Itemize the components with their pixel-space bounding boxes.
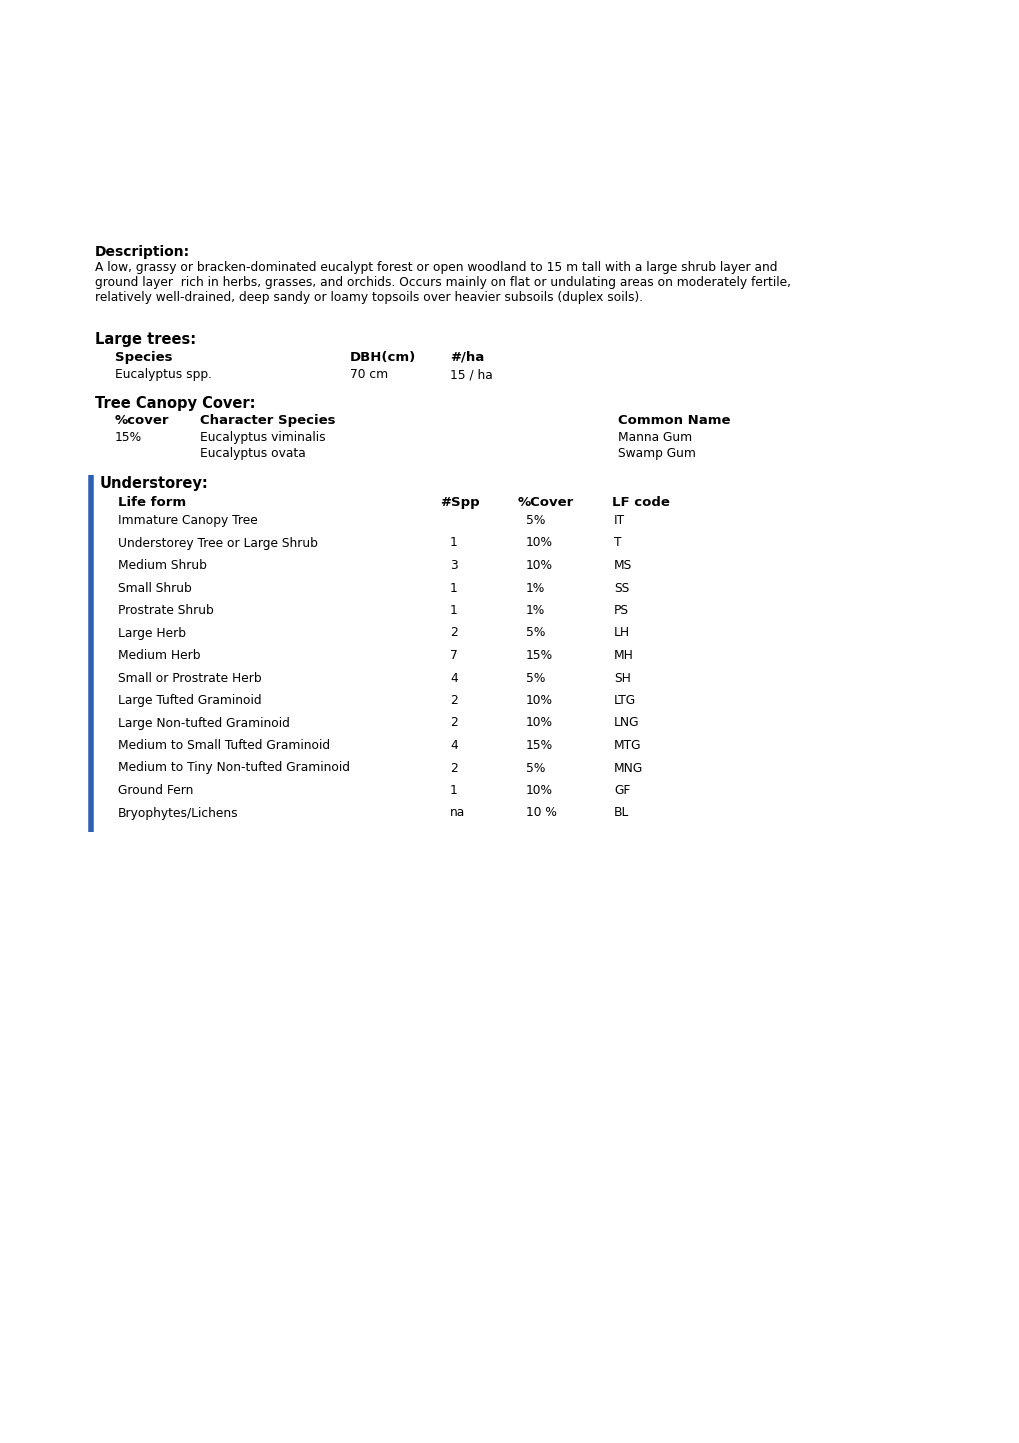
- Text: A low, grassy or bracken-dominated eucalypt forest or open woodland to 15 m tall: A low, grassy or bracken-dominated eucal…: [95, 261, 790, 304]
- Text: 1: 1: [449, 537, 458, 550]
- Text: 1%: 1%: [526, 582, 545, 595]
- Text: 15%: 15%: [526, 649, 552, 662]
- Text: Small Shrub: Small Shrub: [118, 582, 192, 595]
- Text: IT: IT: [613, 514, 625, 527]
- Text: MTG: MTG: [613, 739, 641, 752]
- Text: Eucalyptus ovata: Eucalyptus ovata: [200, 447, 306, 460]
- Text: 5%: 5%: [526, 514, 545, 527]
- Text: Eucalyptus spp.: Eucalyptus spp.: [115, 368, 212, 381]
- Text: 3: 3: [449, 558, 458, 571]
- Text: 15%: 15%: [526, 739, 552, 752]
- Text: Common Name: Common Name: [618, 414, 730, 427]
- Text: 2: 2: [449, 694, 458, 707]
- Text: Swamp Gum: Swamp Gum: [618, 447, 695, 460]
- Text: 2: 2: [449, 717, 458, 730]
- Text: MH: MH: [613, 649, 633, 662]
- Text: Medium to Small Tufted Graminoid: Medium to Small Tufted Graminoid: [118, 739, 330, 752]
- Text: 70 cm: 70 cm: [350, 368, 388, 381]
- Text: BL: BL: [613, 807, 629, 820]
- Text: Character Species: Character Species: [200, 414, 335, 427]
- Text: Large trees:: Large trees:: [95, 332, 196, 346]
- Text: PS: PS: [613, 605, 629, 618]
- Text: Life form: Life form: [118, 496, 185, 509]
- Text: Immature Canopy Tree: Immature Canopy Tree: [118, 514, 258, 527]
- Text: 10%: 10%: [526, 537, 552, 550]
- Text: Large Non-tufted Graminoid: Large Non-tufted Graminoid: [118, 717, 289, 730]
- Text: Understorey Tree or Large Shrub: Understorey Tree or Large Shrub: [118, 537, 318, 550]
- Text: 15%: 15%: [115, 431, 142, 444]
- Text: na: na: [449, 807, 465, 820]
- Text: Large Herb: Large Herb: [118, 626, 185, 639]
- Text: 5%: 5%: [526, 762, 545, 775]
- Text: Ground Fern: Ground Fern: [118, 784, 194, 797]
- Text: Small or Prostrate Herb: Small or Prostrate Herb: [118, 671, 261, 684]
- Text: T: T: [613, 537, 621, 550]
- Text: Tree Canopy Cover:: Tree Canopy Cover:: [95, 395, 255, 411]
- Text: Manna Gum: Manna Gum: [618, 431, 692, 444]
- Text: 10%: 10%: [526, 694, 552, 707]
- Text: MS: MS: [613, 558, 632, 571]
- Text: LNG: LNG: [613, 717, 639, 730]
- Text: 7: 7: [449, 649, 458, 662]
- Text: GF: GF: [613, 784, 630, 797]
- Text: %cover: %cover: [115, 414, 169, 427]
- Text: Medium to Tiny Non-tufted Graminoid: Medium to Tiny Non-tufted Graminoid: [118, 762, 350, 775]
- Text: 4: 4: [449, 739, 458, 752]
- Text: Medium Herb: Medium Herb: [118, 649, 201, 662]
- Text: 15 / ha: 15 / ha: [449, 368, 492, 381]
- Text: 5%: 5%: [526, 671, 545, 684]
- Text: Prostrate Shrub: Prostrate Shrub: [118, 605, 214, 618]
- Text: Description:: Description:: [95, 245, 190, 258]
- Text: 2: 2: [449, 762, 458, 775]
- Text: 10 %: 10 %: [526, 807, 556, 820]
- Text: #/ha: #/ha: [449, 351, 484, 364]
- Text: 10%: 10%: [526, 717, 552, 730]
- Text: 1: 1: [449, 784, 458, 797]
- Text: #Spp: #Spp: [439, 496, 479, 509]
- Text: DBH(cm): DBH(cm): [350, 351, 416, 364]
- Text: LH: LH: [613, 626, 630, 639]
- Text: Eucalyptus viminalis: Eucalyptus viminalis: [200, 431, 325, 444]
- Text: 1: 1: [449, 582, 458, 595]
- Text: 10%: 10%: [526, 784, 552, 797]
- Text: 4: 4: [449, 671, 458, 684]
- Text: LF code: LF code: [611, 496, 669, 509]
- Text: Understorey:: Understorey:: [100, 476, 209, 491]
- Text: %Cover: %Cover: [518, 496, 574, 509]
- Text: LTG: LTG: [613, 694, 636, 707]
- Text: Species: Species: [115, 351, 172, 364]
- Text: 1: 1: [449, 605, 458, 618]
- Text: SS: SS: [613, 582, 629, 595]
- Text: 2: 2: [449, 626, 458, 639]
- Text: 10%: 10%: [526, 558, 552, 571]
- Text: 1%: 1%: [526, 605, 545, 618]
- Text: Medium Shrub: Medium Shrub: [118, 558, 207, 571]
- Text: 5%: 5%: [526, 626, 545, 639]
- Text: MNG: MNG: [613, 762, 643, 775]
- Text: SH: SH: [613, 671, 631, 684]
- Text: Bryophytes/Lichens: Bryophytes/Lichens: [118, 807, 238, 820]
- Text: Large Tufted Graminoid: Large Tufted Graminoid: [118, 694, 261, 707]
